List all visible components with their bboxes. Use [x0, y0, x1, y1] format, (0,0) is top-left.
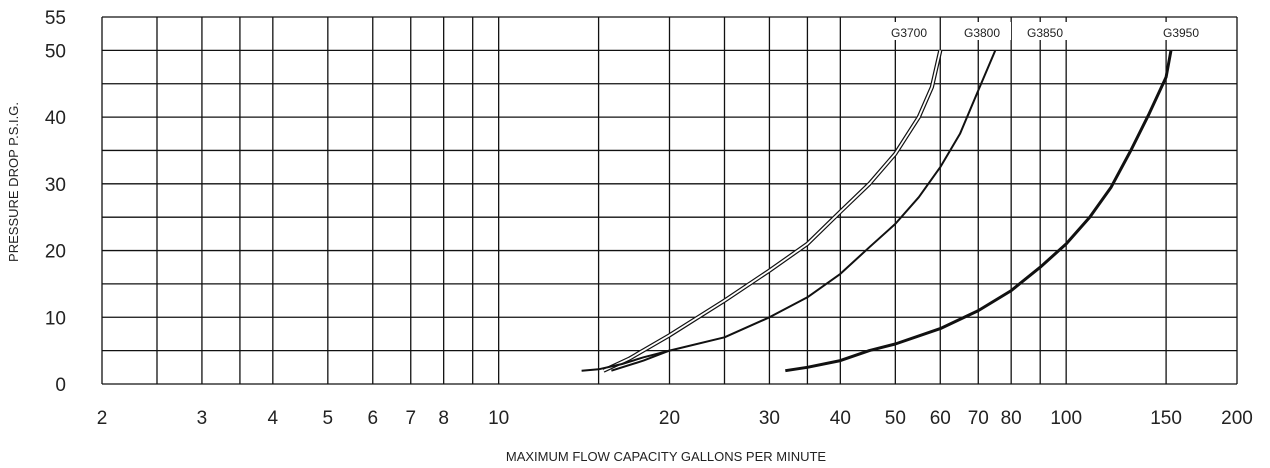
x-tick-label: 8 [438, 408, 449, 429]
x-tick-label: 50 [885, 408, 906, 429]
y-tick-label: 50 [45, 41, 66, 62]
x-tick-label: 7 [405, 408, 416, 429]
y-axis-title: PRESSURE DROP P.S.I.G. [6, 102, 21, 262]
series-label-bg [1016, 22, 1074, 40]
y-tick-label: 10 [45, 308, 66, 329]
series-line-g3800 [611, 50, 997, 372]
x-tick-label: 100 [1050, 408, 1082, 429]
series-line-g3950 [785, 50, 1173, 373]
x-tick-label: 60 [930, 408, 951, 429]
series-line-g3700-inner [603, 50, 942, 372]
x-tick-label: 4 [268, 408, 279, 429]
y-tick-label: 40 [45, 108, 66, 129]
series-label-bg [1152, 22, 1210, 40]
series-label-g3950: G3950 [1163, 26, 1199, 40]
x-tick-label: 5 [323, 408, 334, 429]
series-label-bg [953, 22, 1011, 40]
y-tick-label: 20 [45, 242, 66, 263]
series-label-g3700: G3700 [891, 26, 927, 40]
x-tick-label: 70 [968, 408, 989, 429]
series-line-g3850 [581, 349, 670, 372]
series-lines [581, 49, 1173, 373]
x-tick-label: 3 [197, 408, 208, 429]
series-label-g3850: G3850 [1027, 26, 1063, 40]
x-tick-label: 10 [488, 408, 509, 429]
y-tick-label: 0 [55, 375, 66, 396]
x-tick-label: 200 [1221, 408, 1253, 429]
x-tick-label: 80 [1001, 408, 1022, 429]
x-tick-label: 20 [659, 408, 680, 429]
x-tick-label: 6 [367, 408, 378, 429]
series-label-g3800: G3800 [964, 26, 1000, 40]
series-labels: G3700 G3800 G3850 G3950 [880, 22, 1210, 40]
x-tick-label: 150 [1150, 408, 1182, 429]
y-tick-label: 55 [45, 8, 66, 29]
series-label-bg [880, 22, 938, 40]
y-tick-label: 30 [45, 175, 66, 196]
y-tick-labels: 0 10 20 30 40 50 55 [45, 8, 66, 396]
x-tick-label: 30 [759, 408, 780, 429]
x-tick-label: 40 [830, 408, 851, 429]
x-tick-labels: 2 3 4 5 6 7 8 10 20 30 40 50 60 70 80 100 150 200 [97, 408, 1253, 429]
x-axis-title: MAXIMUM FLOW CAPACITY GALLONS PER MINUTE [506, 449, 827, 464]
grid [101, 16, 1238, 385]
series-line-g3700 [602, 49, 943, 373]
x-tick-label: 2 [97, 408, 108, 429]
